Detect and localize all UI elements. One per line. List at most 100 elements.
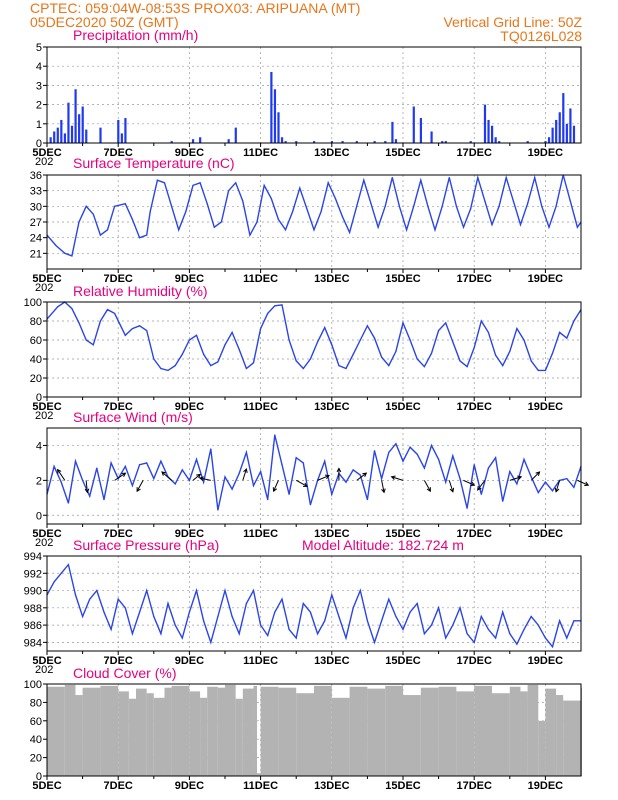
wind-arrow-head [470, 481, 476, 486]
wind-data-point [509, 471, 511, 473]
cloud-area-segment [403, 695, 421, 776]
precip-bar [53, 131, 56, 143]
wind-data-point [210, 448, 212, 450]
y-tick-label: 984 [24, 637, 42, 649]
precip-bar [373, 141, 376, 143]
wind-data-point [324, 460, 326, 462]
x-tick-label: 11DEC [243, 273, 278, 285]
temperature-data-point [270, 197, 272, 200]
wind-data-point [438, 458, 440, 461]
wind-data-point [537, 491, 539, 494]
cloud-area-segment [242, 688, 254, 776]
humidity-data-point [288, 339, 290, 341]
precip-bar [430, 131, 433, 143]
temperature-data-point [384, 205, 386, 207]
temperature-data-point [512, 200, 514, 202]
humidity-title: Relative Humidity (%) [73, 283, 208, 299]
humidity-data-point [551, 352, 554, 354]
pressure-data-point [423, 633, 425, 635]
x-tick-label: 9DEC [175, 401, 204, 413]
humidity-data-point [174, 365, 176, 367]
humidity-data-point [210, 365, 212, 367]
humidity-data-point [267, 312, 269, 314]
wind-arrow-shaft [477, 480, 486, 491]
humidity-data-point [106, 309, 109, 311]
precip-frame [46, 46, 582, 144]
cloud-area-segment [296, 693, 314, 776]
pressure-data-point [409, 611, 411, 613]
wind-panel: 0 2 4 5DEC 7DEC 9DEC 11DEC 13DEC 15DEC 17DEC 19DEC… [32, 409, 590, 549]
precip-bar [544, 141, 547, 143]
temperature-data-point [71, 255, 73, 257]
y-tick-label: 33 [30, 186, 42, 198]
x-tick-label: 15DEC [385, 780, 421, 792]
wind-data-point [160, 460, 162, 462]
wind-data-point [146, 462, 148, 464]
temperature-data-point [78, 221, 80, 223]
precip-bar [384, 141, 387, 143]
wind-data-point [402, 460, 404, 462]
wind-arrow-shaft [509, 476, 522, 481]
humidity-panel: 0 20 40 60 80 100 5DEC 7DEC 9DEC 11DEC 13DEC 15DEC 1… [24, 283, 582, 422]
humidity-data-point [544, 369, 547, 371]
pressure-data-point [295, 637, 297, 639]
precip-bar [227, 139, 230, 143]
pressure-data-point [238, 633, 240, 635]
wind-arrow-shaft [85, 480, 88, 493]
pressure-data-point [167, 602, 169, 605]
x-tick-label: 13DEC [314, 780, 350, 792]
humidity-data-point [295, 360, 297, 362]
cloud-area-segment [118, 691, 129, 776]
wind-data-point [494, 457, 497, 459]
precip-bar [551, 127, 554, 143]
y-tick-label: 0 [36, 138, 42, 150]
precip-bar [412, 106, 415, 143]
temperature-data-point [413, 205, 415, 207]
y-tick-label: 100 [24, 679, 42, 691]
y-tick-label: 2 [36, 475, 42, 487]
humidity-data-point [516, 328, 518, 330]
pressure-data-point [82, 615, 84, 618]
header-model-code: TQ0126L028 [500, 28, 582, 44]
pressure-data-point [131, 633, 134, 635]
wind-arrow-shaft [273, 480, 279, 492]
y-tick-label: 40 [30, 734, 42, 746]
wind-arrow-head [136, 487, 141, 493]
pressure-data-point [153, 615, 155, 618]
cloud-area-segment [545, 688, 557, 776]
y-tick-label: 0 [36, 392, 42, 404]
humidity-data-point [217, 361, 219, 363]
pressure-data-point [345, 637, 347, 639]
wind-arrow-head [121, 472, 127, 477]
pressure-data-point [366, 620, 368, 622]
precip-bar [391, 121, 394, 143]
precip-bar [394, 139, 398, 143]
wind-data-point [245, 451, 247, 454]
temperature-data-point [569, 200, 571, 202]
y-tick-label: 994 [24, 551, 42, 563]
wind-arrow-head [324, 474, 330, 480]
temperature-data-point [391, 177, 393, 179]
pressure-data-point [494, 637, 497, 639]
wind-arrow-head [161, 471, 167, 476]
x-tick-label: 15DEC [385, 273, 421, 285]
cloud-area-segment [47, 686, 65, 776]
temperature-data-point [171, 205, 173, 207]
wind-data-point [466, 507, 468, 509]
wind-data-point [260, 471, 262, 473]
wind-arrow-shaft [448, 480, 454, 492]
wind-arrow-head [196, 473, 201, 479]
wind-arrow-head [362, 472, 368, 478]
pressure-data-point [188, 611, 190, 613]
humidity-data-point [523, 339, 525, 341]
x-tick-label: 7DEC [104, 147, 133, 159]
precip-bar [295, 141, 298, 143]
x-tick-label: 15DEC [385, 401, 421, 413]
pressure-data-point [381, 620, 383, 622]
precip-bar [49, 137, 52, 143]
pressure-data-point [60, 572, 62, 574]
y-tick-label: 4 [36, 440, 42, 452]
temperature-data-point [242, 200, 244, 202]
precip-bar [199, 137, 202, 143]
temperature-data-point [292, 210, 294, 213]
